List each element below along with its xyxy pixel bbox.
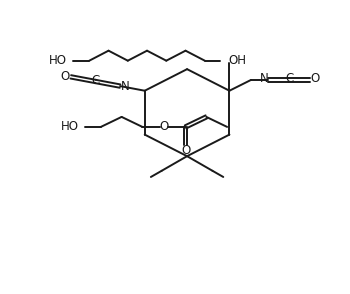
Text: C: C [91, 74, 99, 87]
Text: O: O [181, 143, 190, 156]
Text: OH: OH [228, 54, 246, 67]
Text: C: C [285, 72, 294, 85]
Text: HO: HO [49, 54, 67, 67]
Text: O: O [159, 121, 169, 133]
Text: HO: HO [61, 121, 78, 133]
Text: O: O [61, 70, 70, 83]
Text: N: N [121, 80, 130, 93]
Text: N: N [260, 72, 268, 85]
Text: O: O [310, 72, 320, 85]
